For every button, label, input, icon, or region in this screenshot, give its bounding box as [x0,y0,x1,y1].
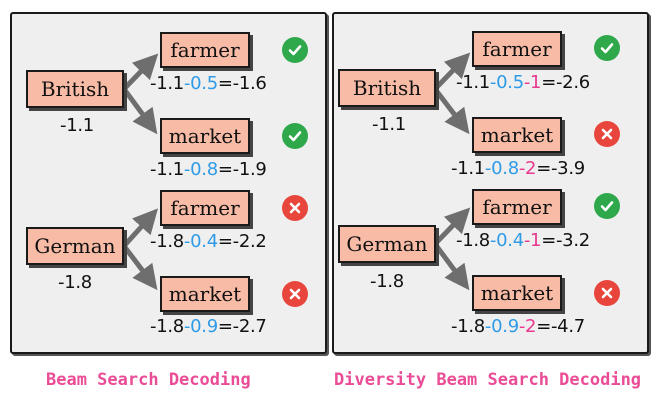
left-source-british-score: -1.1 [60,115,94,136]
arrow-right-british-market [433,87,470,135]
right-target-market-2: market [472,275,562,311]
right-score-3: -1.8-0.4-1=-3.2 [456,230,590,251]
right-score-1: -1.1-0.5-1=-2.6 [456,72,590,93]
left-score-2: -1.1-0.8=-1.9 [150,159,267,180]
left-score-4: -1.8-0.9=-2.7 [150,316,267,337]
cross-icon [282,195,308,221]
right-source-british-score: -1.1 [372,114,406,135]
left-caption: Beam Search Decoding [46,370,251,390]
left-source-german: German [26,227,124,265]
right-source-german-score: -1.8 [370,271,404,292]
arrow-left-german-farmer [122,208,159,248]
left-target-market-2: market [160,276,250,312]
right-source-german: German [338,225,436,263]
check-icon [594,193,620,219]
arrow-left-german-market [122,244,158,291]
right-score-4: -1.8-0.9-2=-4.7 [451,316,585,337]
left-score-3: -1.8-0.4=-2.2 [150,231,267,252]
left-source-british: British [26,70,124,108]
left-source-german-score: -1.8 [58,272,92,293]
left-target-farmer-1: farmer [160,32,250,68]
left-target-market-1: market [160,118,250,154]
right-caption: Diversity Beam Search Decoding [334,370,642,390]
cross-icon [594,280,620,306]
arrow-right-british-farmer [433,52,471,91]
arrow-right-german-market [432,242,470,291]
right-target-farmer-2: farmer [472,189,562,225]
right-target-market-1: market [472,117,562,153]
left-target-farmer-2: farmer [160,190,250,226]
left-score-1: -1.1-0.5=-1.6 [150,73,267,94]
check-icon [282,37,308,63]
right-source-british: British [338,69,436,107]
check-icon [594,35,620,61]
check-icon [282,123,308,149]
arrow-right-german-farmer [433,207,471,246]
right-score-2: -1.1-0.8-2=-3.9 [451,158,585,179]
arrow-left-british-market [121,87,158,135]
cross-icon [282,281,308,307]
right-target-farmer-1: farmer [472,31,562,67]
cross-icon [594,121,620,147]
arrow-left-british-farmer [122,53,159,91]
